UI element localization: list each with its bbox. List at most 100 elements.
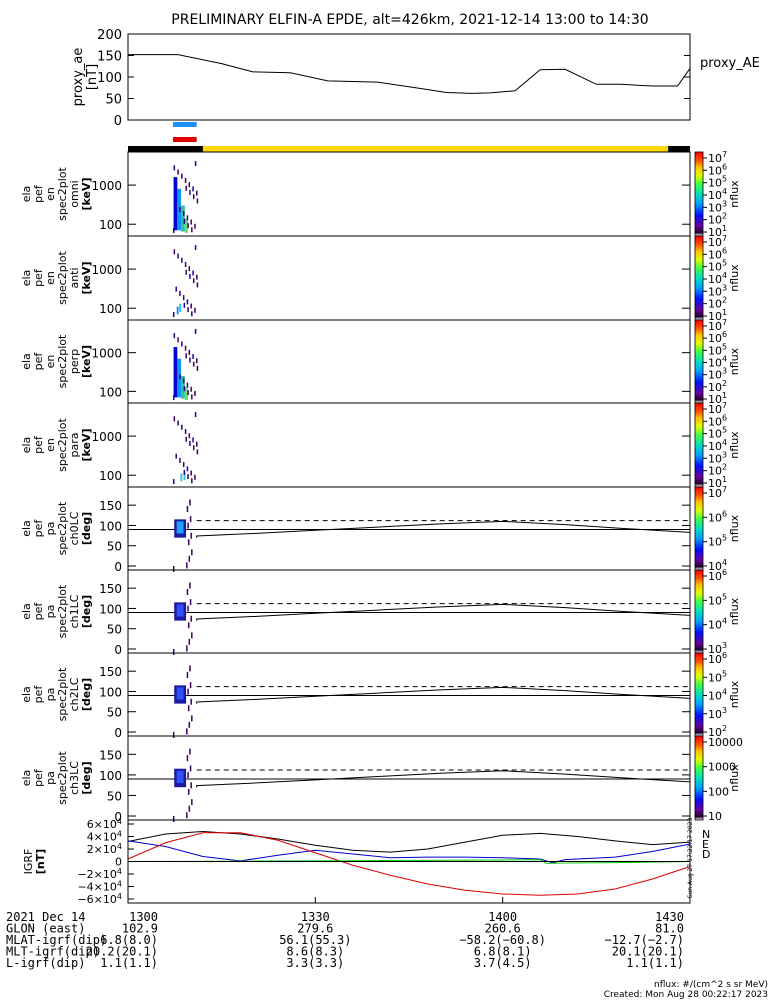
colorbar (694, 151, 704, 237)
spectrogram-speckle (192, 437, 194, 443)
spectrogram-speckle (183, 302, 186, 308)
spectrogram-speckle (196, 449, 199, 455)
panel-ylabel: [nT] (34, 849, 47, 874)
proxy-ae-ytick-label: 0 (114, 114, 122, 129)
spectrogram-pixel (183, 472, 186, 481)
loss-cone-line (196, 770, 691, 788)
spectrogram-speckle (194, 223, 196, 229)
pitch-speckle (190, 698, 192, 705)
spectrogram-speckle (177, 169, 179, 175)
pitch-speckle (187, 539, 190, 546)
spectrogram-speckle (179, 290, 181, 296)
colorbar-label: nflux (728, 764, 741, 792)
panel-ylabel: [keV] (80, 261, 93, 294)
panel-ylabel: ela (20, 186, 33, 203)
panel-ylabel: ela (20, 603, 33, 620)
spectrogram-speckle (184, 177, 187, 183)
panel-ylabel: spec2plot (56, 584, 69, 638)
spectrogram-speckle (190, 303, 192, 309)
spectrogram-speckle (192, 278, 195, 284)
spectrogram-ytick-label: 100 (99, 218, 122, 232)
pitch-blob-core (176, 604, 184, 617)
igrf-ytick-label: −4×104 (77, 880, 122, 894)
colorbar (694, 652, 704, 737)
spectrogram-speckle (185, 353, 187, 359)
pitch-ytick-label: 100 (99, 769, 122, 783)
footer-row-value: −58.2(−60.8) (459, 933, 546, 947)
colorbar-tick-label: 103 (708, 450, 727, 465)
spectrogram-speckle (194, 307, 196, 313)
spectrogram-speckle (191, 478, 193, 484)
colorbar-tick-label: 105 (708, 592, 727, 607)
spectrogram-speckle (189, 357, 191, 363)
colorbar-tick-label: 106 (708, 509, 727, 524)
spectrogram-pixel (184, 218, 188, 233)
igrf-line-n (127, 830, 691, 853)
footer-row-value: 1.1(1.1) (100, 956, 158, 970)
panel-ylabel: pef (32, 602, 45, 621)
pitch-blob-core (176, 521, 184, 534)
footer-row-value: 1300 (129, 910, 158, 924)
spectrogram-speckle (185, 185, 187, 191)
spectrogram-speckle (175, 453, 177, 459)
loss-cone-line (196, 686, 691, 704)
spectrogram-speckle (194, 474, 196, 480)
colorbar-tick-label: 10 (708, 810, 722, 823)
panel-ylabel: en (44, 187, 57, 201)
colorbar-tick-label: 104 (708, 438, 727, 453)
loss-cone-line (196, 520, 691, 538)
spectrogram-speckle (172, 395, 175, 401)
panel-ylabel: en (44, 438, 57, 452)
spectrogram-pixel (180, 473, 183, 482)
spectrogram-frame (127, 235, 691, 321)
panel-ylabel: spec2plot (56, 667, 69, 721)
igrf-legend-e: E (702, 838, 709, 851)
spectrogram-speckle (196, 190, 198, 196)
spectrogram-speckle (192, 270, 194, 276)
pitch-frame (127, 652, 691, 737)
spectrogram-speckle (194, 161, 197, 167)
pitch-ytick-label: 0 (114, 643, 122, 657)
colorbar-tick-label: 102 (708, 724, 727, 739)
panel-ylabel: pef (32, 352, 45, 371)
panel-ylabel: ch3LC (68, 761, 81, 795)
igrf-ytick-label: −6×104 (77, 892, 122, 906)
spectrogram-speckle (194, 328, 197, 334)
spectrogram-speckle (192, 194, 195, 200)
igrf-ytick-label: 2×104 (87, 842, 122, 856)
spectrogram-speckle (173, 249, 176, 255)
proxy-ae-ytick-label: 150 (97, 50, 122, 65)
igrf-ytick-label: 6×104 (87, 817, 122, 831)
spectrogram-speckle (177, 253, 179, 259)
spectrogram-speckle (184, 345, 187, 351)
spectrogram-speckle (184, 428, 187, 434)
colorbar-label: nflux (728, 431, 741, 459)
spectrogram-speckle (179, 374, 181, 380)
colorbar-tick-label: 101 (708, 475, 727, 490)
footer-row-value: 6.8(8.1) (474, 945, 532, 959)
spectrogram-speckle (196, 282, 199, 288)
panel-ylabel: spec2plot (56, 501, 69, 555)
panel-ylabel: spec2plot (56, 334, 69, 388)
footer-row-value: 1330 (301, 910, 330, 924)
spectrogram-speckle (190, 386, 192, 392)
spectrogram-speckle (181, 424, 183, 430)
colorbar-tick-label: 105 (708, 175, 727, 190)
footer-row-value: 56.1(55.3) (279, 933, 351, 947)
footer-created: Created: Mon Aug 28 00:22:17 2023 (604, 990, 768, 1000)
colorbar-tick-label: 105 (708, 259, 727, 274)
colorbar-tick-label: 107 (708, 150, 727, 165)
proxy-ae-ylabel: [nT] (85, 64, 100, 90)
igrf-legend-n: N (702, 828, 710, 841)
pitch-speckle (191, 715, 193, 722)
pitch-speckle (186, 755, 189, 762)
pitch-speckle (189, 599, 192, 606)
pitch-speckle (188, 805, 191, 812)
orbit-bar-black (128, 146, 203, 152)
footer-row-value: 1.1(1.1) (626, 956, 684, 970)
pitch-ytick-label: 150 (99, 582, 122, 596)
plot-title: PRELIMINARY ELFIN-A EPDE, alt=426km, 202… (171, 12, 648, 28)
colorbar-label: nflux (728, 514, 741, 542)
pitch-speckle (189, 682, 192, 689)
